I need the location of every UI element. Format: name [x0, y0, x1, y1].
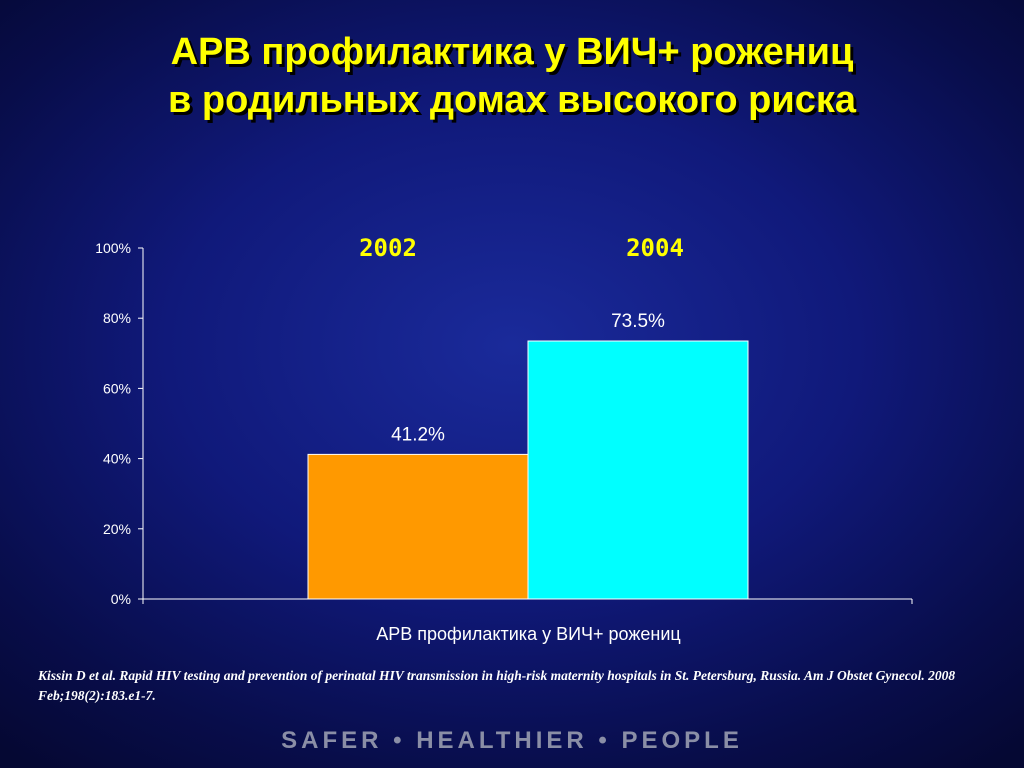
- legend-label: 2002: [359, 234, 417, 262]
- footer-tagline: SAFER • HEALTHIER • PEOPLE: [281, 727, 743, 754]
- y-tick-label: 0%: [111, 591, 131, 607]
- bar-2004: [527, 340, 749, 600]
- legend-label: 2004: [626, 234, 684, 262]
- y-tick-label: 80%: [103, 310, 131, 326]
- y-tick-label: 60%: [103, 380, 131, 396]
- y-tick-label: 40%: [103, 451, 131, 467]
- title-line-2: в родильных домах высокого риска: [167, 79, 857, 121]
- x-axis-label: АРВ профилактика у ВИЧ+ рожениц: [376, 624, 680, 644]
- bar-chart: 0% 20% 40% 60% 80% 100% 41.2% 2002 73.5% 2004 АРВ …: [95, 234, 749, 644]
- data-label: 73.5%: [611, 311, 665, 332]
- data-label: 41.2%: [391, 424, 445, 445]
- title-line-1: АРВ профилактика у ВИЧ+ рожениц: [170, 31, 854, 73]
- y-tick-label: 100%: [95, 240, 131, 256]
- citation: Kissin D et al. Rapid HIV testing and pr…: [38, 668, 956, 703]
- y-tick-label: 20%: [103, 521, 131, 537]
- bar-2002: [307, 453, 529, 600]
- page-title: АРВ профилактика у ВИЧ+ рожениц в родиль…: [0, 28, 1024, 124]
